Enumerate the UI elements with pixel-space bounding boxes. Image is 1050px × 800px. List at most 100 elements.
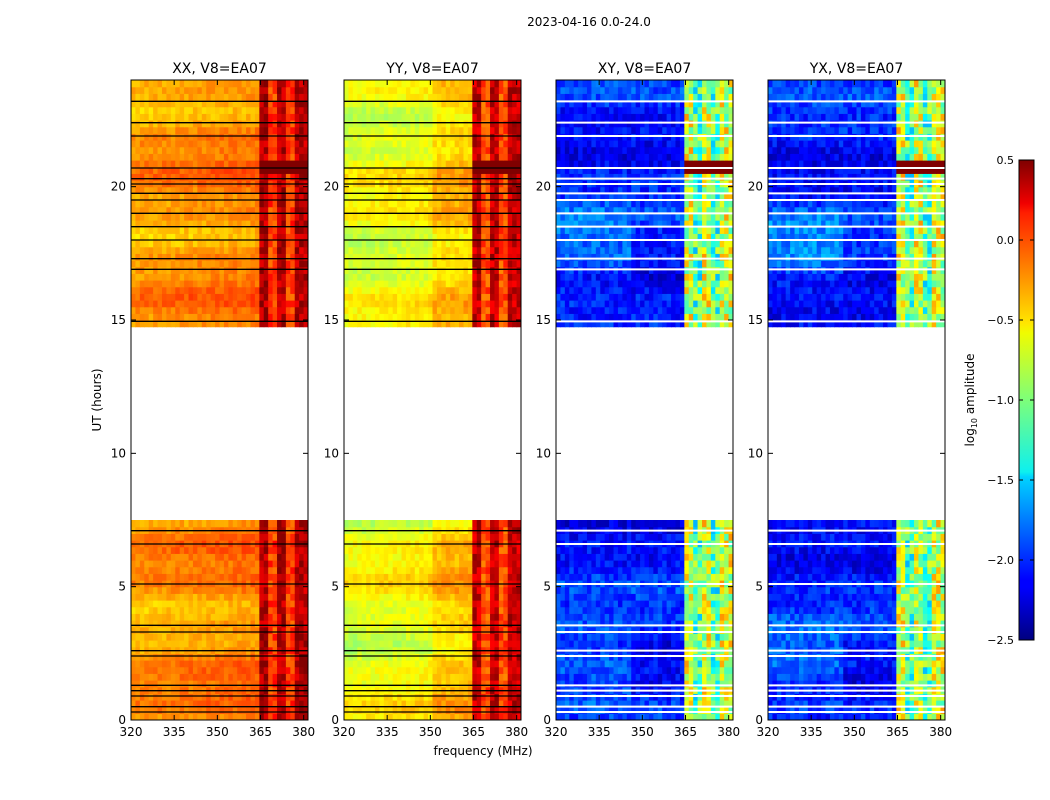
heatmap-cell — [166, 313, 172, 321]
heatmap-cell — [436, 633, 442, 641]
heatmap-cell — [516, 306, 521, 314]
heatmap-cell — [184, 246, 190, 254]
heatmap-cell — [232, 700, 238, 708]
heatmap-cell — [263, 113, 269, 121]
heatmap-cell — [405, 586, 411, 594]
heatmap-cell — [215, 120, 221, 128]
heatmap-cell — [428, 680, 434, 688]
heatmap-cell — [299, 300, 305, 308]
heatmap-cell — [166, 320, 172, 328]
heatmap-cell — [441, 240, 447, 248]
heatmap-cell — [498, 213, 504, 221]
heatmap-cell — [290, 253, 296, 261]
heatmap-cell — [250, 206, 256, 214]
heatmap-cell — [232, 140, 238, 148]
heatmap-cell — [374, 653, 380, 661]
heatmap-cell — [357, 260, 363, 268]
heatmap-cell — [294, 226, 300, 234]
heatmap-cell — [481, 653, 487, 661]
heatmap-cell — [219, 633, 225, 641]
heatmap-cell — [254, 680, 260, 688]
heatmap-cell — [467, 573, 473, 581]
heatmap-cell — [485, 286, 491, 294]
heatmap-cell — [370, 533, 376, 541]
heatmap-cell — [498, 173, 504, 181]
heatmap-cell — [467, 206, 473, 214]
heatmap-cell — [441, 613, 447, 621]
heatmap-cell — [392, 160, 398, 168]
heatmap-cell — [285, 133, 291, 141]
panel-title: XX, V8=EA07 — [172, 61, 267, 77]
heatmap-cell — [246, 153, 252, 161]
heatmap-cell — [259, 593, 265, 601]
heatmap-cell — [352, 586, 358, 594]
heatmap-cell — [157, 673, 163, 681]
heatmap-cell — [419, 680, 425, 688]
heatmap-cell — [366, 566, 372, 574]
heatmap-cell — [197, 660, 203, 668]
heatmap-cell — [206, 253, 212, 261]
heatmap-cell — [299, 86, 305, 94]
heatmap-cell — [498, 273, 504, 281]
heatmap-cell — [428, 260, 434, 268]
heatmap-cell — [481, 286, 487, 294]
heatmap-cell — [445, 620, 451, 628]
heatmap-cell — [450, 213, 456, 221]
heatmap-cell — [153, 600, 159, 608]
heatmap-cell — [348, 680, 354, 688]
heatmap-cell — [285, 140, 291, 148]
heatmap-cell — [148, 600, 154, 608]
heatmap-cell — [184, 306, 190, 314]
heatmap-cell — [357, 640, 363, 648]
heatmap-cell — [237, 160, 243, 168]
heatmap-cell — [219, 300, 225, 308]
heatmap-cell — [166, 126, 172, 134]
heatmap-cell — [450, 613, 456, 621]
heatmap-cell — [383, 533, 389, 541]
heatmap-cell — [445, 586, 451, 594]
heatmap-cell — [170, 553, 176, 561]
heatmap-cell — [281, 186, 287, 194]
heatmap-cell — [481, 673, 487, 681]
heatmap-cell — [157, 160, 163, 168]
heatmap-cell — [153, 660, 159, 668]
heatmap-cell — [135, 266, 141, 274]
heatmap-cell — [459, 600, 465, 608]
heatmap-cell — [232, 706, 238, 714]
heatmap-cell — [352, 700, 358, 708]
heatmap-cell — [259, 226, 265, 234]
heatmap-cell — [268, 266, 274, 274]
heatmap-cell — [184, 266, 190, 274]
heatmap-cell — [272, 640, 278, 648]
heatmap-cell — [179, 313, 185, 321]
heatmap-cell — [139, 666, 145, 674]
heatmap-cell — [184, 206, 190, 214]
heatmap-cell — [241, 546, 247, 554]
heatmap-cell — [445, 300, 451, 308]
heatmap-cell — [352, 240, 358, 248]
heatmap-cell — [490, 280, 496, 288]
heatmap-cell — [254, 206, 260, 214]
heatmap-cell — [366, 300, 372, 308]
heatmap-cell — [246, 546, 252, 554]
heatmap-cell — [467, 320, 473, 328]
heatmap-cell — [135, 680, 141, 688]
heatmap-cell — [467, 193, 473, 201]
heatmap-cell — [485, 200, 491, 208]
heatmap-cell — [144, 653, 150, 661]
heatmap-cell — [135, 133, 141, 141]
heatmap-cell — [281, 206, 287, 214]
heatmap-cell — [419, 233, 425, 241]
heatmap-cell — [374, 233, 380, 241]
heatmap-cell — [392, 286, 398, 294]
heatmap-cell — [219, 120, 225, 128]
heatmap-cell — [512, 220, 518, 228]
heatmap-cell — [370, 606, 376, 614]
heatmap-cell — [179, 233, 185, 241]
heatmap-cell — [175, 280, 181, 288]
heatmap-cell — [294, 560, 300, 568]
heatmap-cell — [268, 546, 274, 554]
heatmap-cell — [135, 260, 141, 268]
heatmap-cell — [290, 213, 296, 221]
heatmap-cell — [445, 260, 451, 268]
